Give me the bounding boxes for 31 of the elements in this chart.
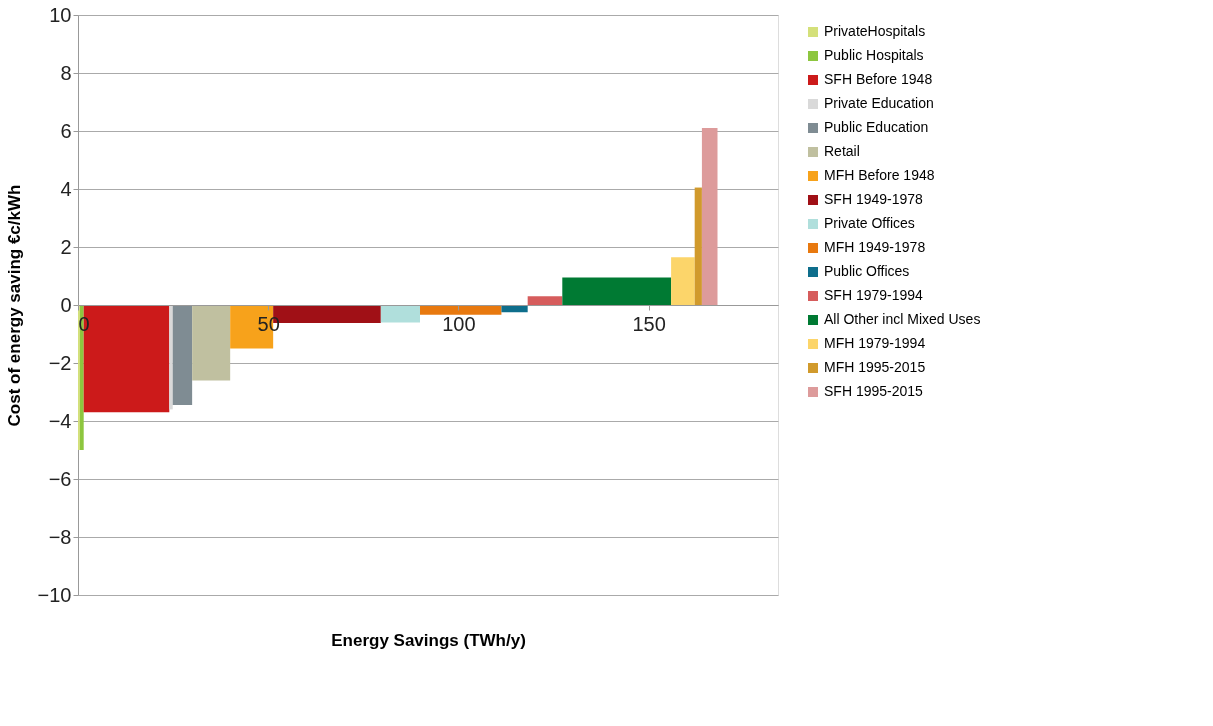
y-tick-label: 10 [49,3,72,26]
x-axis-title: Energy Savings (TWh/y) [331,630,526,650]
legend-label: Public Education [824,119,929,135]
legend-label: SFH Before 1948 [824,71,933,87]
legend-label: SFH 1995-2015 [824,383,924,399]
y-tick-label: 6 [60,119,72,142]
legend-label: MFH 1949-1978 [824,239,926,255]
legend-label: Private Offices [824,215,915,231]
legend-label: SFH 1949-1978 [824,191,924,207]
y-tick-label: −4 [48,409,72,432]
legend-label: Public Hospitals [824,47,924,63]
x-tick-label: 100 [442,312,476,335]
legend-label: Public Offices [824,263,910,279]
y-tick-label: −2 [48,351,72,374]
y-tick-label: 8 [60,61,72,84]
y-tick-label: 4 [60,177,72,200]
legend-label: Retail [824,143,860,159]
y-tick-label: −6 [48,467,72,490]
y-tick-label: −8 [48,525,72,548]
legend-label: MFH 1979-1994 [824,335,926,351]
legend-label: Private Education [824,95,934,111]
y-tick-label: 0 [60,293,72,316]
legend-label: PrivateHospitals [824,23,926,39]
y-tick-label: 2 [60,235,72,258]
legend-label: MFH Before 1948 [824,167,935,183]
legend-label: SFH 1979-1994 [824,287,924,303]
x-tick-label: 150 [632,312,666,335]
legend-label: MFH 1995-2015 [824,359,926,375]
y-tick-label: −10 [37,583,72,606]
legend-label: All Other incl Mixed Uses [824,311,981,327]
y-axis-title: Cost of energy saving €c/kWh [4,184,24,427]
